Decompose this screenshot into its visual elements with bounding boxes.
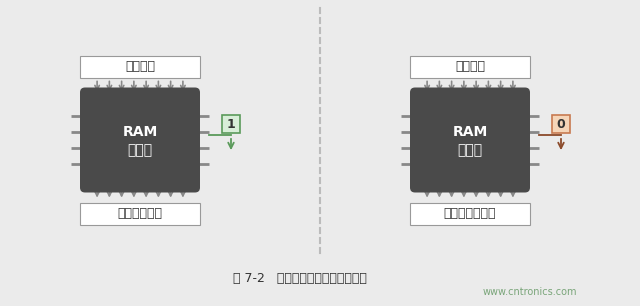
Text: 图 7-2   存储器包括读模式与写模式: 图 7-2 存储器包括读模式与写模式	[233, 271, 367, 285]
Text: RAM: RAM	[452, 125, 488, 139]
FancyBboxPatch shape	[552, 115, 570, 133]
Text: 1: 1	[227, 118, 236, 130]
FancyBboxPatch shape	[80, 88, 200, 192]
Text: 写模式: 写模式	[127, 143, 152, 157]
Text: www.cntronics.com: www.cntronics.com	[483, 287, 577, 297]
FancyBboxPatch shape	[80, 55, 200, 77]
Text: 单元地址: 单元地址	[455, 60, 485, 73]
Text: 单元的新数据: 单元的新数据	[118, 207, 163, 220]
FancyBboxPatch shape	[222, 115, 240, 133]
Text: RAM: RAM	[122, 125, 157, 139]
FancyBboxPatch shape	[80, 203, 200, 225]
Text: 0: 0	[557, 118, 565, 130]
FancyBboxPatch shape	[410, 88, 530, 192]
Text: 读模式: 读模式	[458, 143, 483, 157]
FancyBboxPatch shape	[410, 55, 530, 77]
Text: 单元地址: 单元地址	[125, 60, 155, 73]
Text: 单元的当前数据: 单元的当前数据	[444, 207, 496, 220]
FancyBboxPatch shape	[410, 203, 530, 225]
